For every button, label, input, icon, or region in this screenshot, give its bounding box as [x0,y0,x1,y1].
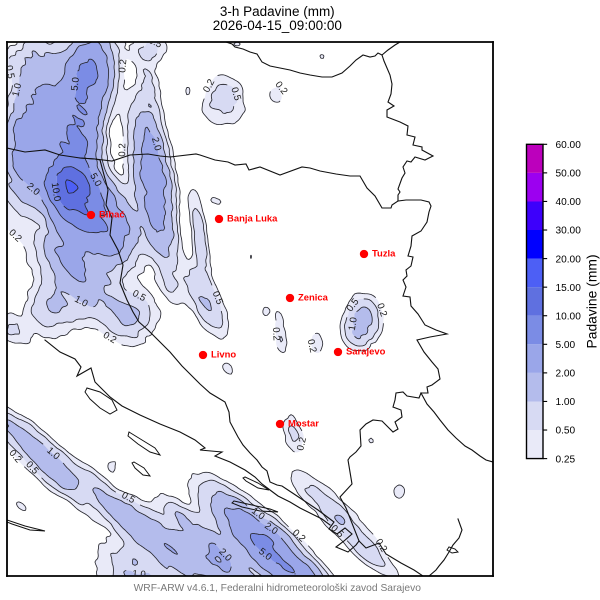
svg-text:Padavine (mm): Padavine (mm) [583,254,599,348]
svg-text:2.00: 2.00 [555,369,575,380]
svg-text:0.2: 0.2 [374,302,389,318]
svg-text:1.0: 1.0 [347,316,360,332]
svg-text:Bihać: Bihać [99,209,125,220]
svg-text:60.00: 60.00 [555,140,581,151]
svg-text:50.00: 50.00 [555,169,581,180]
svg-text:0.5: 0.5 [130,288,147,304]
svg-text:3-h Padavine (mm): 3-h Padavine (mm) [220,4,335,19]
svg-text:10.0: 10.0 [49,182,63,203]
svg-text:20.00: 20.00 [555,254,581,265]
svg-text:0.2: 0.2 [117,59,129,74]
svg-text:0.2: 0.2 [117,143,128,157]
svg-text:0.5: 0.5 [210,290,225,307]
svg-text:5.00: 5.00 [555,340,575,351]
svg-text:2.0: 2.0 [149,136,163,152]
svg-text:0.2: 0.2 [295,436,309,452]
svg-text:0.50: 0.50 [555,426,575,437]
svg-text:1.0: 1.0 [11,82,25,98]
svg-text:5.0: 5.0 [70,76,82,91]
svg-text:2026-04-15_09:00:00: 2026-04-15_09:00:00 [213,18,342,33]
svg-text:Tuzla: Tuzla [372,248,396,259]
svg-text:10.00: 10.00 [555,311,581,322]
svg-text:WRF-ARW v4.6.1, Federalni hidr: WRF-ARW v4.6.1, Federalni hidrometeorolo… [134,583,422,594]
svg-text:0.5: 0.5 [228,86,242,102]
svg-text:0.2: 0.2 [305,338,319,354]
svg-text:0.2: 0.2 [270,327,282,341]
svg-text:Livno: Livno [211,349,236,360]
svg-text:1.00: 1.00 [555,397,575,408]
svg-text:Sarajevo: Sarajevo [346,346,386,357]
svg-text:1.0: 1.0 [132,568,147,580]
svg-text:0.5: 0.5 [120,490,137,506]
svg-text:Banja Luka: Banja Luka [227,213,278,224]
svg-text:0.25: 0.25 [555,454,575,465]
svg-text:Mostar: Mostar [288,418,319,429]
svg-text:Zenica: Zenica [298,292,329,303]
svg-text:0.5: 0.5 [3,64,16,79]
svg-text:5.0: 5.0 [87,171,103,189]
svg-text:40.00: 40.00 [555,197,581,208]
svg-text:15.00: 15.00 [555,283,581,294]
svg-text:30.00: 30.00 [555,226,581,237]
svg-text:0.5: 0.5 [147,35,164,51]
